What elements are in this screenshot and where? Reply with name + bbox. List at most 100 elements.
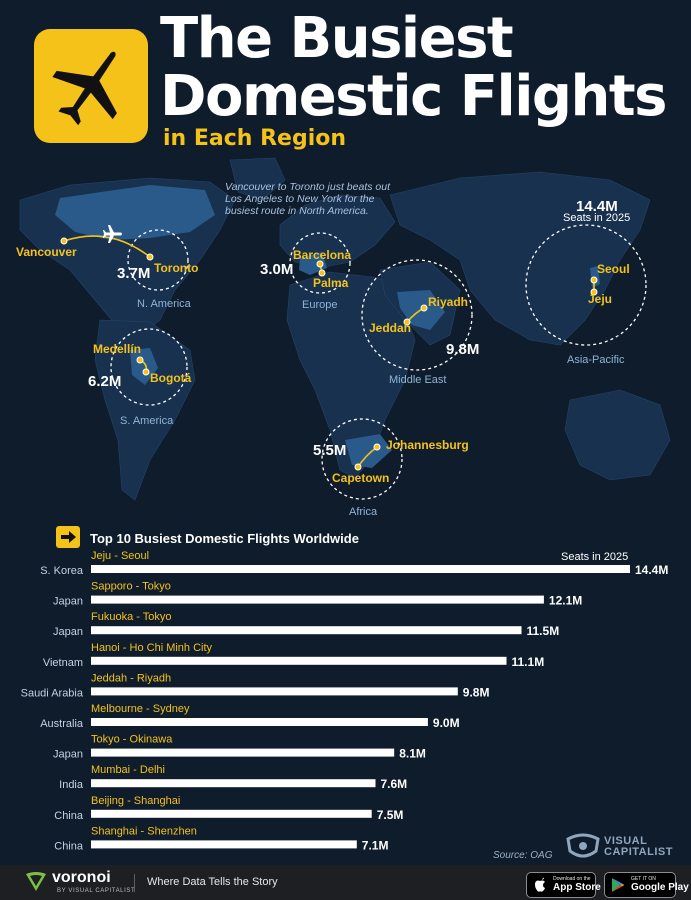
city-jeddah: Jeddah bbox=[369, 321, 412, 335]
south-america-land bbox=[94, 319, 196, 501]
bar-value-label: 9.8M bbox=[463, 685, 490, 699]
europe-land bbox=[279, 194, 396, 269]
airplane-icon bbox=[52, 51, 117, 126]
region-africa: Africa bbox=[349, 506, 378, 518]
bar bbox=[91, 718, 428, 726]
bar-value-label: 8.1M bbox=[399, 747, 426, 761]
n-america-circle bbox=[127, 229, 189, 291]
bar-route-label: Jeju - Seoul bbox=[91, 550, 149, 562]
voronoi-wordmark: voronoi bbox=[52, 869, 111, 886]
footer-divider bbox=[134, 874, 135, 892]
title-line-2: Domestic Flights bbox=[160, 64, 667, 129]
small-plane-icon bbox=[103, 225, 122, 243]
bar bbox=[91, 565, 630, 573]
bar-route-label: Shanghai - Shenzhen bbox=[91, 825, 197, 837]
bar-route-label: Beijing - Shanghai bbox=[91, 795, 180, 807]
seats-note-asia: Seats in 2025 bbox=[563, 212, 631, 224]
bar-value-label: 12.1M bbox=[549, 594, 582, 608]
seats-europe: 3.0M bbox=[260, 261, 294, 278]
bar-country-label: S. Korea bbox=[40, 565, 84, 577]
route-vancouver-toronto bbox=[63, 235, 151, 258]
bar-country-label: China bbox=[54, 840, 84, 852]
arrow-right-icon bbox=[56, 526, 80, 548]
world-map bbox=[19, 157, 671, 501]
seats-s-america: 6.2M bbox=[88, 373, 122, 390]
city-riyadh: Riyadh bbox=[428, 295, 469, 309]
google-play-label: Google Play bbox=[631, 882, 689, 893]
bar-country-label: Japan bbox=[53, 626, 83, 638]
middle-east-circle bbox=[361, 259, 473, 371]
app-store-label: App Store bbox=[553, 882, 601, 893]
australia-land bbox=[564, 389, 671, 481]
voronoi-logo-icon bbox=[26, 872, 46, 891]
city-bogota: Bogotá bbox=[150, 371, 192, 385]
footer-tagline: Where Data Tells the Story bbox=[147, 876, 278, 888]
bar bbox=[91, 626, 522, 635]
bar-value-label: 11.1M bbox=[512, 655, 545, 669]
bar-country-label: Japan bbox=[53, 596, 83, 608]
region-europe: Europe bbox=[302, 299, 338, 311]
s-america-circle bbox=[110, 328, 188, 406]
footer-bar: voronoi BY VISUAL CAPITALIST Where Data … bbox=[0, 865, 691, 900]
google-play-small-text: GET IT ON bbox=[631, 876, 656, 882]
google-play-button[interactable]: GET IT ON Google Play bbox=[604, 872, 689, 898]
bar-country-label: Japan bbox=[53, 749, 83, 761]
bar-value-label: 7.5M bbox=[377, 808, 404, 822]
chart-unit-note: Seats in 2025 bbox=[561, 551, 629, 563]
title-line-1: The Busiest bbox=[160, 6, 514, 71]
airplane-logo bbox=[34, 29, 148, 143]
page-subtitle: in Each Region bbox=[163, 126, 347, 151]
visual-capitalist-logo-icon bbox=[566, 833, 600, 858]
canada-highlight bbox=[55, 185, 215, 240]
city-johannesburg: Johannesburg bbox=[386, 438, 469, 452]
region-asia-pacific: Asia-Pacific bbox=[567, 354, 625, 366]
south-africa-highlight bbox=[345, 434, 392, 468]
bar-route-label: Jeddah - Riyadh bbox=[91, 672, 171, 684]
bar-country-label: India bbox=[59, 779, 84, 791]
google-play-icon bbox=[612, 878, 624, 892]
city-palma: Palma bbox=[313, 276, 349, 290]
bar-value-label: 11.5M bbox=[527, 624, 560, 638]
seats-africa: 5.5M bbox=[313, 442, 347, 459]
visual-capitalist-wordmark: VISUAL CAPITALIST bbox=[604, 835, 673, 858]
bar-value-label: 7.1M bbox=[362, 838, 389, 852]
asia-pacific-circle bbox=[525, 224, 647, 346]
africa-circle bbox=[321, 418, 403, 500]
app-store-button[interactable]: Download on the App Store bbox=[526, 872, 601, 898]
bar bbox=[91, 748, 395, 757]
region-s-america: S. America bbox=[120, 415, 174, 427]
source-note: Source: OAG bbox=[493, 850, 553, 861]
city-barcelona: Barcelona bbox=[293, 248, 352, 262]
region-middle-east: Middle East bbox=[389, 374, 447, 386]
bar-country-label: Vietnam bbox=[43, 657, 83, 669]
bar-country-label: Saudi Arabia bbox=[21, 687, 84, 699]
route-note: Vancouver to Toronto just beats out Los … bbox=[225, 181, 390, 217]
city-seoul: Seoul bbox=[597, 262, 630, 276]
bar-route-label: Melbourne - Sydney bbox=[91, 703, 190, 715]
bar-value-label: 9.0M bbox=[433, 716, 460, 730]
chart-title: Top 10 Busiest Domestic Flights Worldwid… bbox=[90, 531, 359, 546]
bar bbox=[91, 840, 357, 849]
europe-circle bbox=[289, 232, 351, 294]
region-n-america: N. America bbox=[137, 298, 191, 310]
colombia-highlight bbox=[130, 348, 158, 385]
city-dots bbox=[60, 237, 598, 471]
city-jeju: Jeju bbox=[588, 292, 613, 306]
bar-route-label: Sapporo - Tokyo bbox=[91, 581, 171, 593]
voronoi-byline: BY VISUAL CAPITALIST bbox=[57, 888, 136, 894]
app-store-small-text: Download on the bbox=[553, 876, 591, 882]
bar bbox=[91, 687, 458, 696]
seats-asia-pacific: 14.4M bbox=[576, 198, 618, 215]
bar bbox=[91, 779, 376, 788]
city-medellin: Medellín bbox=[93, 342, 142, 356]
greenland-land bbox=[229, 157, 286, 201]
asia-land bbox=[389, 171, 651, 346]
bar-route-label: Hanoi - Ho Chi Minh City bbox=[91, 642, 213, 654]
city-toronto: Toronto bbox=[154, 261, 199, 275]
seats-middle-east: 9.8M bbox=[446, 341, 480, 358]
bar-country-label: China bbox=[54, 810, 84, 822]
spain-highlight bbox=[299, 252, 327, 275]
bar bbox=[91, 595, 544, 604]
bar-country-label: Australia bbox=[40, 718, 84, 730]
